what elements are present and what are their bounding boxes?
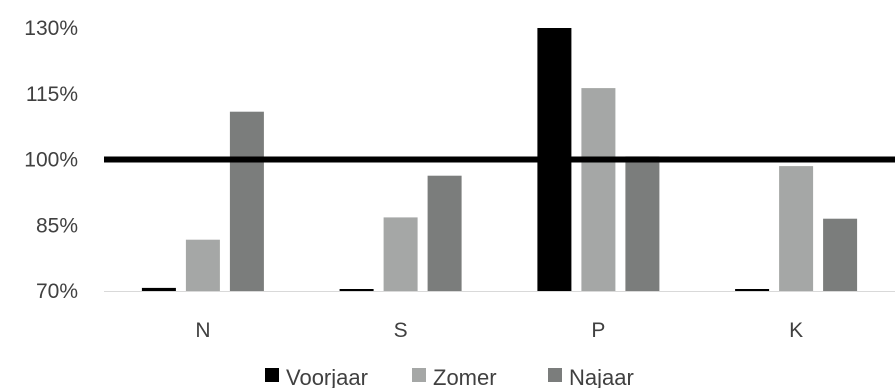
bar-p-najaar bbox=[625, 156, 659, 291]
y-axis-ticks: 70% 85% 100% 115% 130% bbox=[24, 17, 78, 303]
legend-label: Zomer bbox=[433, 365, 497, 388]
legend: Voorjaar Zomer Najaar bbox=[265, 365, 634, 388]
bar-n-zomer bbox=[186, 240, 220, 291]
bar-k-voorjaar bbox=[735, 289, 769, 291]
y-tick-label: 100% bbox=[24, 149, 78, 172]
legend-swatch bbox=[265, 368, 279, 382]
legend-swatch bbox=[412, 368, 426, 382]
y-tick-label: 115% bbox=[26, 83, 78, 106]
bar-k-zomer bbox=[779, 166, 813, 291]
bar-s-zomer bbox=[384, 217, 418, 291]
legend-item: Voorjaar bbox=[265, 365, 368, 388]
category-label: S bbox=[394, 319, 408, 342]
legend-label: Najaar bbox=[569, 365, 634, 388]
bar-n-najaar bbox=[230, 112, 264, 291]
bar-s-najaar bbox=[428, 176, 462, 291]
y-tick-label: 130% bbox=[24, 17, 78, 40]
bar-k-najaar bbox=[823, 219, 857, 291]
bar-n-voorjaar bbox=[142, 288, 176, 291]
legend-item: Zomer bbox=[412, 365, 497, 388]
category-label: K bbox=[789, 319, 803, 342]
category-label: N bbox=[195, 319, 210, 342]
legend-label: Voorjaar bbox=[286, 365, 368, 388]
y-tick-label: 85% bbox=[36, 214, 78, 237]
category-label: P bbox=[591, 319, 605, 342]
bar-s-voorjaar bbox=[340, 289, 374, 291]
legend-item: Najaar bbox=[548, 365, 634, 388]
bar-p-zomer bbox=[581, 88, 615, 291]
y-tick-label: 70% bbox=[36, 280, 78, 303]
legend-swatch bbox=[548, 368, 562, 382]
